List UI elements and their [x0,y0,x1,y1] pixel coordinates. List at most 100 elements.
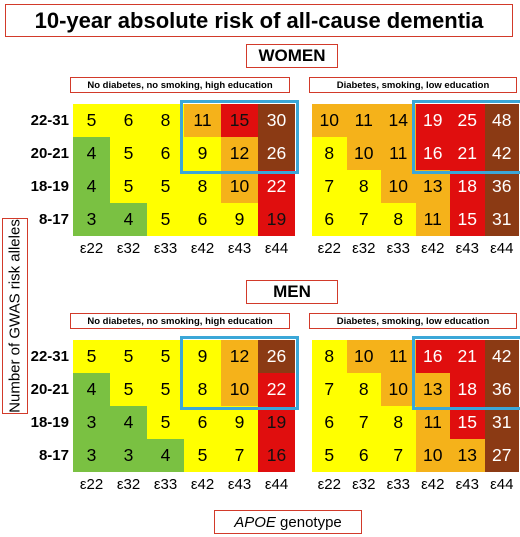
heatmap-cell: 15 [450,203,485,236]
heatmap-cell: 31 [484,406,519,439]
y-tick-label: 8-17 [38,211,69,228]
heatmap-cell: 5 [147,373,184,406]
x-tick-label: ε43 [227,240,252,257]
y-tick-label: 18-19 [30,414,69,431]
heatmap-cell: 5 [110,340,147,373]
heatmap-cell: 7 [381,439,416,472]
panel-subtitle-men-low-risk: No diabetes, no smoking, high education [70,313,290,329]
y-tick-label: 20-21 [30,145,69,162]
heatmap-cell: 13 [450,439,485,472]
heatmap-cell: 11 [381,137,416,170]
heatmap-cell: 36 [484,170,519,203]
heatmap-cell: 5 [110,373,147,406]
x-axis-title-suffix: genotype [275,513,342,531]
heatmap-cell: 15 [450,406,485,439]
heatmap-cell: 13 [415,170,450,203]
heatmap-cell: 5 [147,406,184,439]
heatmap-cell: 11 [415,203,450,236]
heatmap-cell: 5 [147,170,184,203]
heatmap-cell: 5 [147,340,184,373]
men-section-title: MEN [246,280,338,304]
heatmap-cell: 31 [484,203,519,236]
heatmap-cell: 12 [221,137,258,170]
heatmap-grid: 10 11 14 19 25 48 8 10 11 16 21 42 7 8 10 13 18 36 6 7 8 11 15… [312,104,519,236]
heatmap-cell: 10 [346,137,381,170]
heatmap-grid: 8 10 11 16 21 42 7 8 10 13 18 36 6 7 8 11 15 31 5 6 7 10 13 27 [312,340,519,472]
heatmap-cell: 7 [346,203,381,236]
heatmap-cell: 18 [450,170,485,203]
heatmap-cell: 6 [346,439,381,472]
x-tick-label: ε32 [352,240,376,257]
heatmap-cell: 10 [381,373,416,406]
x-tick-label: ε22 [79,240,104,257]
heatmap-cell: 12 [221,340,258,373]
heatmap-cell: 8 [147,104,184,137]
heatmap-cell: 7 [221,439,258,472]
heatmap-cell: 11 [184,104,221,137]
x-tick-label: ε33 [153,240,178,257]
heatmap-cell: 6 [110,104,147,137]
heatmap-cell: 19 [258,406,295,439]
panel-subtitle-women-high-risk: Diabetes, smoking, low education [309,77,517,93]
x-tick-label: ε32 [116,476,141,493]
x-tick-label: ε44 [490,240,514,257]
heatmap-cell: 36 [484,373,519,406]
y-tick-label: 22-31 [30,348,69,365]
heatmap-cell: 13 [415,373,450,406]
heatmap-cell: 26 [258,137,295,170]
heatmap-cell: 7 [312,170,347,203]
heatmap-cell: 6 [312,203,347,236]
heatmap-cell: 27 [484,439,519,472]
heatmap-cell: 5 [184,439,221,472]
x-tick-label: ε22 [79,476,104,493]
heatmap-cell: 22 [258,170,295,203]
heatmap-cell: 4 [73,373,110,406]
heatmap-cell: 8 [184,170,221,203]
heatmap-cell: 19 [258,203,295,236]
heatmap-cell: 42 [484,137,519,170]
heatmap-cell: 10 [381,170,416,203]
chart-title: 10-year absolute risk of all-cause demen… [5,4,513,37]
heatmap-grid: 5 6 8 11 15 30 4 5 6 9 12 26 4 5 5 8 10 22 3 4 5 6 9 19 [73,104,295,236]
panel-subtitle-men-high-risk: Diabetes, smoking, low education [309,313,517,329]
heatmap-cell: 18 [450,373,485,406]
heatmap-cell: 26 [258,340,295,373]
y-axis-title-text: Number of GWAS risk alleles [6,219,24,413]
heatmap-cell: 42 [484,340,519,373]
heatmap-cell: 14 [381,104,416,137]
x-tick-label: ε43 [455,476,479,493]
heatmap-cell: 6 [312,406,347,439]
heatmap-cell: 5 [73,340,110,373]
heatmap-cell: 8 [381,203,416,236]
x-tick-label: ε44 [264,240,289,257]
x-tick-label: ε43 [227,476,252,493]
x-tick-label: ε42 [421,240,445,257]
heatmap-cell: 16 [415,137,450,170]
heatmap-cell: 9 [221,203,258,236]
heatmap-cell: 4 [73,170,110,203]
heatmap-cell: 16 [258,439,295,472]
panel-subtitle-women-low-risk: No diabetes, no smoking, high education [70,77,290,93]
y-tick-label: 18-19 [30,178,69,195]
heatmap-cell: 3 [73,406,110,439]
heatmap-cell: 5 [110,137,147,170]
heatmap-cell: 11 [415,406,450,439]
heatmap-cell: 10 [415,439,450,472]
x-tick-label: ε43 [455,240,479,257]
x-tick-label: ε33 [386,240,410,257]
heatmap-grid: 5 5 5 9 12 26 4 5 5 8 10 22 3 4 5 6 9 19 3 3 4 5 7 16 [73,340,295,472]
y-tick-label: 22-31 [30,112,69,129]
y-axis-title: Number of GWAS risk alleles [2,218,28,414]
x-tick-label: ε22 [317,240,341,257]
heatmap-cell: 7 [346,406,381,439]
heatmap-cell: 5 [312,439,347,472]
heatmap-cell: 11 [346,104,381,137]
heatmap-cell: 19 [415,104,450,137]
heatmap-cell: 8 [184,373,221,406]
heatmap-cell: 6 [147,137,184,170]
heatmap-cell: 8 [312,340,347,373]
x-tick-label: ε44 [490,476,514,493]
heatmap-cell: 8 [312,137,347,170]
x-axis-title-gene: APOE [234,513,276,531]
x-tick-label: ε22 [317,476,341,493]
